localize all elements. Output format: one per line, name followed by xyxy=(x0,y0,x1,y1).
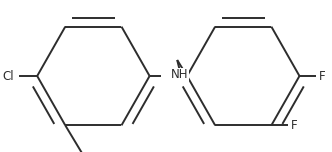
Text: Cl: Cl xyxy=(2,69,14,83)
Text: F: F xyxy=(319,69,326,83)
Text: F: F xyxy=(291,119,298,132)
Text: NH: NH xyxy=(171,69,189,81)
